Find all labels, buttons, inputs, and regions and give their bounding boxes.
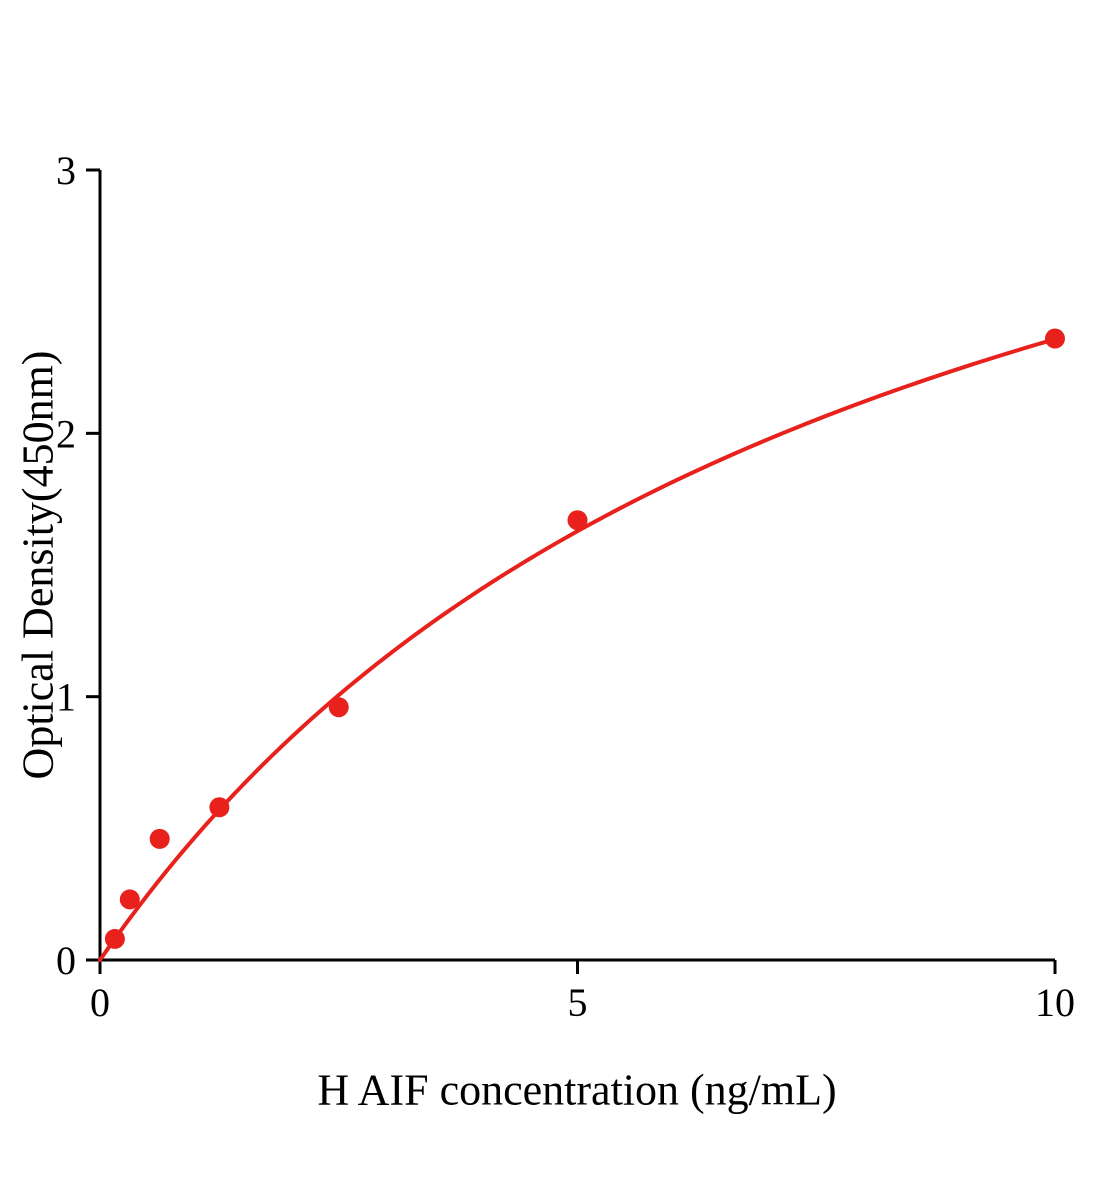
data-point xyxy=(1045,328,1065,349)
x-axis-title: H AIF concentration (ng/mL) xyxy=(317,1065,837,1115)
y-tick-label: 1 xyxy=(56,675,76,720)
data-point xyxy=(567,510,588,531)
y-tick-label: 0 xyxy=(56,938,76,983)
x-tick-label: 5 xyxy=(568,980,588,1025)
data-point xyxy=(119,889,140,910)
x-tick-label: 10 xyxy=(1035,980,1075,1025)
x-tick-label: 0 xyxy=(90,980,110,1025)
fit-curve xyxy=(98,337,1057,962)
data-point xyxy=(328,697,349,718)
y-tick-label: 3 xyxy=(56,148,76,193)
data-point xyxy=(149,828,170,849)
data-point xyxy=(209,797,230,818)
y-axis-title: Optical Density(450nm) xyxy=(13,350,63,780)
y-tick-label: 2 xyxy=(56,411,76,456)
data-point xyxy=(104,928,125,949)
